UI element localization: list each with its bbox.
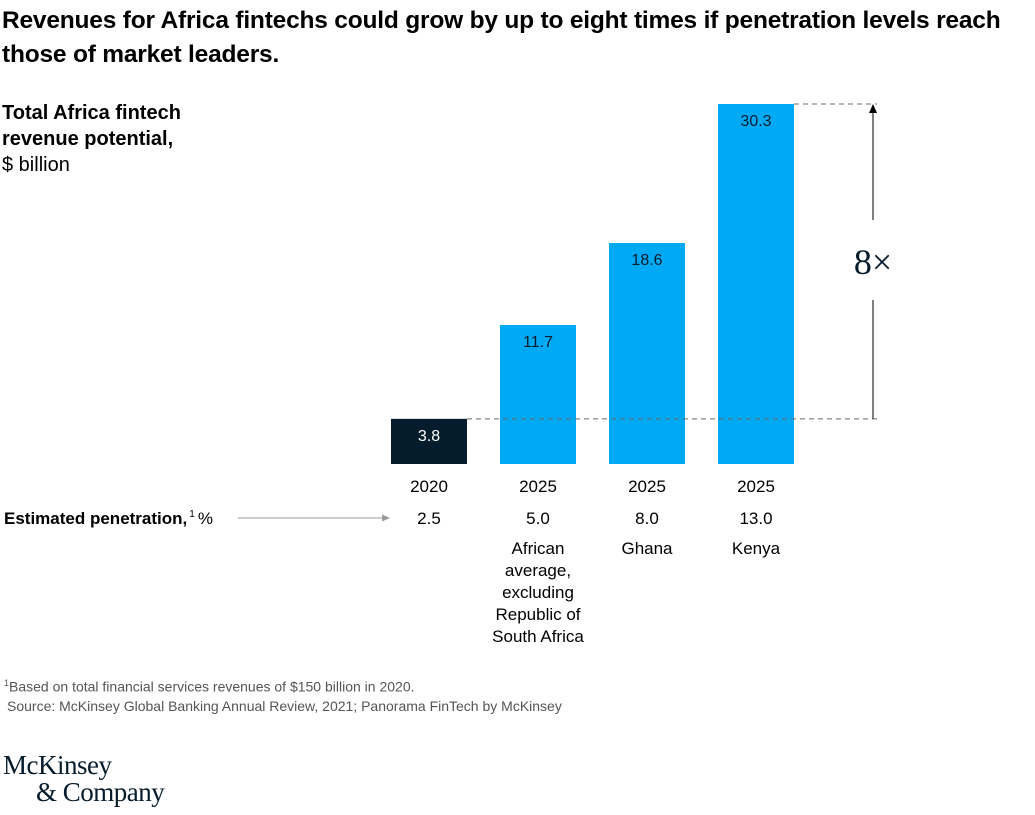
value-label-2: 18.6 xyxy=(631,252,662,269)
description-1-4: South Africa xyxy=(492,627,584,646)
logo-line-2: & Company xyxy=(36,777,165,807)
footnote-source: Source: McKinsey Global Banking Annual R… xyxy=(7,697,562,714)
penetration-value-0: 2.5 xyxy=(417,509,441,528)
penetration-value-1: 5.0 xyxy=(526,509,550,528)
bars-group: 3.8 2020 2.5 11.7 2025 5.0 African average, excl… xyxy=(391,104,794,646)
bar-3 xyxy=(718,104,794,464)
category-label-2: 2025 xyxy=(628,477,666,496)
y-axis-label: Total Africa fintech revenue potential, … xyxy=(2,100,212,178)
description-1-2: excluding xyxy=(502,583,574,602)
value-label-3: 30.3 xyxy=(740,113,771,130)
footnote-note: Based on total financial services revenu… xyxy=(9,678,415,695)
logo-line-1: McKinsey xyxy=(3,750,112,780)
multiplier-arrow-head xyxy=(869,104,877,113)
value-label-1: 11.7 xyxy=(523,334,553,351)
description-1-3: Republic of xyxy=(495,605,580,624)
penetration-value-3: 13.0 xyxy=(739,509,772,528)
category-label-3: 2025 xyxy=(737,477,775,496)
category-label-0: 2020 xyxy=(410,477,448,496)
penetration-label: Estimated penetration, 1% xyxy=(4,509,213,528)
value-label-0: 3.8 xyxy=(418,428,440,445)
y-axis-unit: $ billion xyxy=(2,154,70,176)
penetration-value-2: 8.0 xyxy=(635,509,659,528)
description-2-0: Ghana xyxy=(621,539,673,558)
description-3-0: Kenya xyxy=(732,539,781,558)
description-1-1: average, xyxy=(505,561,571,580)
mckinsey-logo: McKinsey & Company xyxy=(3,750,165,807)
guides-group: 8× xyxy=(467,103,892,420)
bar-chart: 3.8 2020 2.5 11.7 2025 5.0 African average, excl… xyxy=(4,103,892,646)
multiplier-label: 8× xyxy=(854,242,892,282)
bar-0 xyxy=(391,418,467,464)
footnote-sup: 1 xyxy=(4,678,10,688)
penetration-arrow-head xyxy=(382,514,390,522)
y-axis-label-bold: Total Africa fintech revenue potential, xyxy=(2,102,181,150)
footnote: 1Based on total financial services reven… xyxy=(4,674,562,716)
bar-1 xyxy=(500,324,576,464)
category-label-1: 2025 xyxy=(519,477,557,496)
chart-title: Revenues for Africa fintechs could grow … xyxy=(2,7,1001,68)
bar-2 xyxy=(609,243,685,464)
penetration-row: Estimated penetration, 1% xyxy=(4,509,390,528)
description-1-0: African xyxy=(512,539,565,558)
